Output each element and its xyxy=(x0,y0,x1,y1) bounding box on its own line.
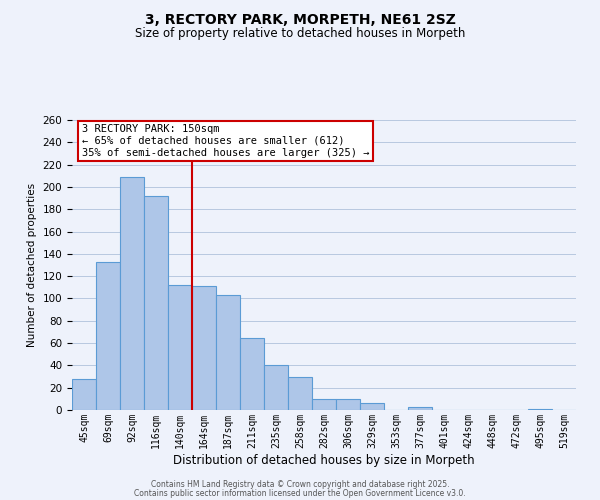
Text: 3 RECTORY PARK: 150sqm
← 65% of detached houses are smaller (612)
35% of semi-de: 3 RECTORY PARK: 150sqm ← 65% of detached… xyxy=(82,124,370,158)
Bar xyxy=(168,285,192,410)
Bar xyxy=(336,399,360,410)
Bar xyxy=(264,366,288,410)
Bar xyxy=(192,286,216,410)
Bar xyxy=(144,196,168,410)
Bar xyxy=(96,262,120,410)
Bar xyxy=(360,404,384,410)
Y-axis label: Number of detached properties: Number of detached properties xyxy=(27,183,37,347)
Bar xyxy=(408,406,432,410)
Bar xyxy=(288,376,312,410)
Bar xyxy=(216,295,240,410)
Text: Size of property relative to detached houses in Morpeth: Size of property relative to detached ho… xyxy=(135,28,465,40)
Bar xyxy=(72,379,96,410)
Bar xyxy=(240,338,264,410)
X-axis label: Distribution of detached houses by size in Morpeth: Distribution of detached houses by size … xyxy=(173,454,475,466)
Text: Contains public sector information licensed under the Open Government Licence v3: Contains public sector information licen… xyxy=(134,488,466,498)
Bar xyxy=(120,177,144,410)
Text: Contains HM Land Registry data © Crown copyright and database right 2025.: Contains HM Land Registry data © Crown c… xyxy=(151,480,449,489)
Bar xyxy=(528,409,552,410)
Text: 3, RECTORY PARK, MORPETH, NE61 2SZ: 3, RECTORY PARK, MORPETH, NE61 2SZ xyxy=(145,12,455,26)
Bar xyxy=(312,399,336,410)
